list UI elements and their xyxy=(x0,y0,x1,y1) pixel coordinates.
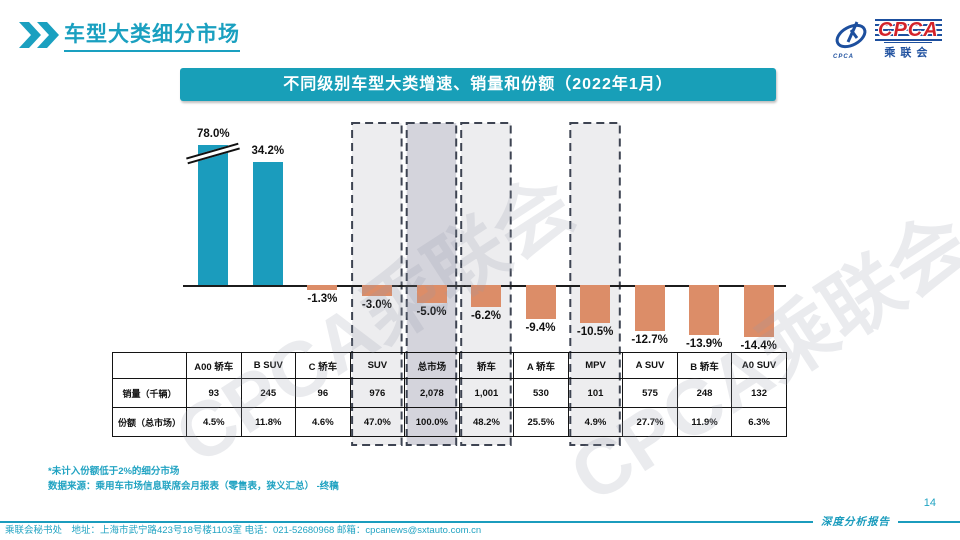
table-header-row: A00 轿车 B SUV C 轿车 SUV 总市场 轿车 A 轿车 MPV A SUV B 轿车 A… xyxy=(112,352,787,379)
table-row: 份额（总市场） 4.5% 11.8% 4.6% 47.0% 100.0% 48.2% 25.5… xyxy=(112,407,787,437)
cpca-emblem-icon: CPCA xyxy=(827,16,873,62)
table-corner-cell xyxy=(112,352,187,379)
table-cell: 530 xyxy=(513,378,569,408)
report-type-label: 深度分析报告 xyxy=(821,516,890,528)
bar-value-label: 78.0% xyxy=(196,128,230,140)
table-cell: 976 xyxy=(349,378,406,408)
bar-value-label: 34.2% xyxy=(251,144,285,157)
table-cell: 100.0% xyxy=(404,407,460,437)
bar-value-label: -14.4% xyxy=(740,339,777,352)
table-cell: 47.0% xyxy=(349,407,406,437)
column-header-轿车: 轿车 xyxy=(458,352,515,379)
double-chevron-icon xyxy=(19,22,59,48)
footer-contact: 乘联会秘书处 地址：上海市武宁路423号18号楼1103室 电话：021-526… xyxy=(5,525,482,536)
bar-MPV xyxy=(580,285,611,323)
column-header-A SUV: A SUV xyxy=(622,352,678,379)
bar-value-label: -13.9% xyxy=(685,338,723,350)
table-cell: 132 xyxy=(731,378,787,408)
chart-title-banner: 不同级别车型大类增速、销量和份额（2022年1月） xyxy=(180,68,776,101)
page-header: 车型大类细分市场 xyxy=(18,18,240,52)
table-cell: 4.9% xyxy=(567,407,624,437)
table-row: 销量（千辆） 93 245 96 976 2,078 1,001 530 101 575 248 13… xyxy=(112,378,787,408)
table-cell: 11.8% xyxy=(240,407,297,437)
column-header-A 轿车: A 轿车 xyxy=(513,352,569,379)
bar-value-label: -1.3% xyxy=(307,292,338,305)
table-cell: 27.7% xyxy=(622,407,678,437)
table-cell: 2,078 xyxy=(404,378,460,408)
logo-chinese-text: 乘联会 xyxy=(884,41,933,60)
bar-C 轿车 xyxy=(307,285,338,290)
column-header-总市场: 总市场 xyxy=(404,352,460,379)
bar-B 轿车 xyxy=(689,285,720,335)
row-label: 销量（千辆） xyxy=(112,378,187,408)
column-header-B 轿车: B 轿车 xyxy=(676,352,733,379)
column-header-MPV: MPV xyxy=(567,352,624,379)
table-cell: 248 xyxy=(676,378,733,408)
footnote-line: 数据来源：乘用车市场信息联席会月报表（零售表，狭义汇总） -终稿 xyxy=(48,481,339,492)
table-cell: 93 xyxy=(186,378,242,408)
bar-value-label: -9.4% xyxy=(525,321,556,334)
table-cell: 48.2% xyxy=(458,407,515,437)
bar-A00 轿车 xyxy=(198,145,229,285)
table-cell: 6.3% xyxy=(731,407,787,437)
bar-value-label: -3.0% xyxy=(361,298,392,311)
bar-轿车 xyxy=(471,285,501,308)
bar-A SUV xyxy=(634,285,665,331)
footer-rule-left xyxy=(0,520,813,523)
page-number: 14 xyxy=(923,497,936,509)
cpca-logo: CPCA CPCA 乘联会 xyxy=(827,14,952,64)
footer-rule: 深度分析报告 xyxy=(0,514,960,529)
row-label: 份额（总市场） xyxy=(112,407,187,437)
footer-rule-right xyxy=(898,520,960,523)
footnote-line: *未计入份额低于2%的细分市场 xyxy=(48,466,180,477)
column-header-B SUV: B SUV xyxy=(240,352,297,379)
table-cell: 245 xyxy=(240,378,297,408)
column-header-A0 SUV: A0 SUV xyxy=(731,352,787,379)
table-cell: 25.5% xyxy=(513,407,569,437)
footnotes: *未计入份额低于2%的细分市场 数据来源：乘用车市场信息联席会月报表（零售表，狭… xyxy=(48,464,339,494)
bar-value-label: -5.0% xyxy=(416,306,447,318)
table-cell: 11.9% xyxy=(676,407,733,437)
table-cell: 4.5% xyxy=(186,407,242,437)
emblem-text: CPCA xyxy=(833,54,855,60)
table-cell: 1,001 xyxy=(458,378,515,408)
table-cell: 4.6% xyxy=(295,407,351,437)
data-table: A00 轿车 B SUV C 轿车 SUV 总市场 轿车 A 轿车 MPV A SUV B 轿车 A… xyxy=(112,352,787,437)
column-header-A00 轿车: A00 轿车 xyxy=(186,352,242,379)
bar-A 轿车 xyxy=(525,285,556,319)
bar-总市场 xyxy=(416,285,447,303)
page-title: 车型大类细分市场 xyxy=(64,18,240,52)
bar-value-label: -6.2% xyxy=(470,310,502,323)
table-cell: 96 xyxy=(295,378,351,408)
bar-value-label: -12.7% xyxy=(631,333,668,346)
table-cell: 101 xyxy=(567,378,624,408)
column-header-SUV: SUV xyxy=(349,352,406,379)
column-header-C 轿车: C 轿车 xyxy=(295,352,351,379)
logo-text-block: CPCA 乘联会 xyxy=(875,18,942,60)
bar-B SUV xyxy=(252,161,283,285)
table-cell: 575 xyxy=(622,378,678,408)
bar-value-label: -10.5% xyxy=(576,325,614,338)
bar-SUV xyxy=(361,285,392,296)
logo-cpca-text: CPCA xyxy=(875,18,942,41)
bar-A0 SUV xyxy=(743,285,774,337)
